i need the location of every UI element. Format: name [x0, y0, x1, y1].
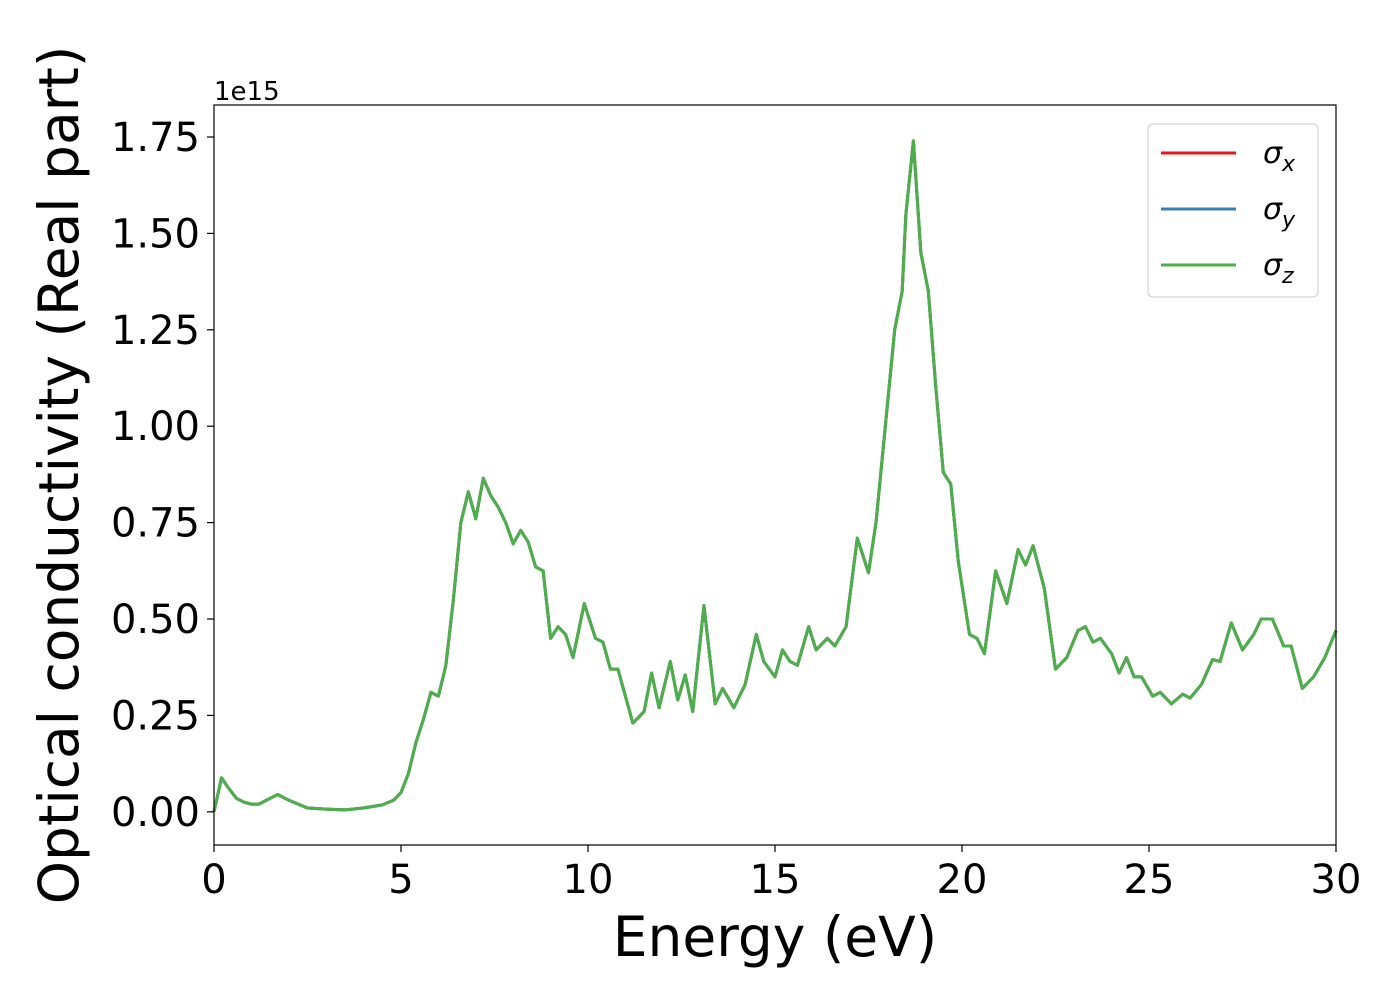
y-tick-label: 1.50 — [111, 211, 200, 257]
x-tick-label: 30 — [1311, 857, 1362, 903]
y-tick-label: 0.50 — [111, 597, 200, 643]
legend-label: σy — [1263, 192, 1296, 233]
y-tick-label: 1.00 — [111, 404, 200, 450]
legend: σx σy σz — [1147, 123, 1319, 298]
x-axis-label: Energy (eV) — [613, 905, 937, 969]
y-offset-label: 1e15 — [214, 77, 280, 107]
x-tick-label: 5 — [388, 857, 413, 903]
y-tick-label: 1.25 — [111, 308, 200, 354]
legend-label: σz — [1263, 248, 1294, 289]
x-tick-label: 20 — [937, 857, 988, 903]
y-tick-label: 0.75 — [111, 501, 200, 547]
series-line — [212, 139, 1338, 813]
y-tick-label: 0.00 — [111, 790, 200, 836]
y-tick-label: 0.25 — [111, 693, 200, 739]
x-tick-label: 0 — [201, 857, 226, 903]
legend-label: σx — [1263, 136, 1296, 177]
x-tick-label: 15 — [750, 857, 801, 903]
x-tick-label: 25 — [1124, 857, 1175, 903]
x-tick-label: 10 — [563, 857, 614, 903]
y-axis-label: Optical conductivity (Real part) — [27, 46, 91, 905]
y-tick-label: 1.75 — [111, 115, 200, 161]
